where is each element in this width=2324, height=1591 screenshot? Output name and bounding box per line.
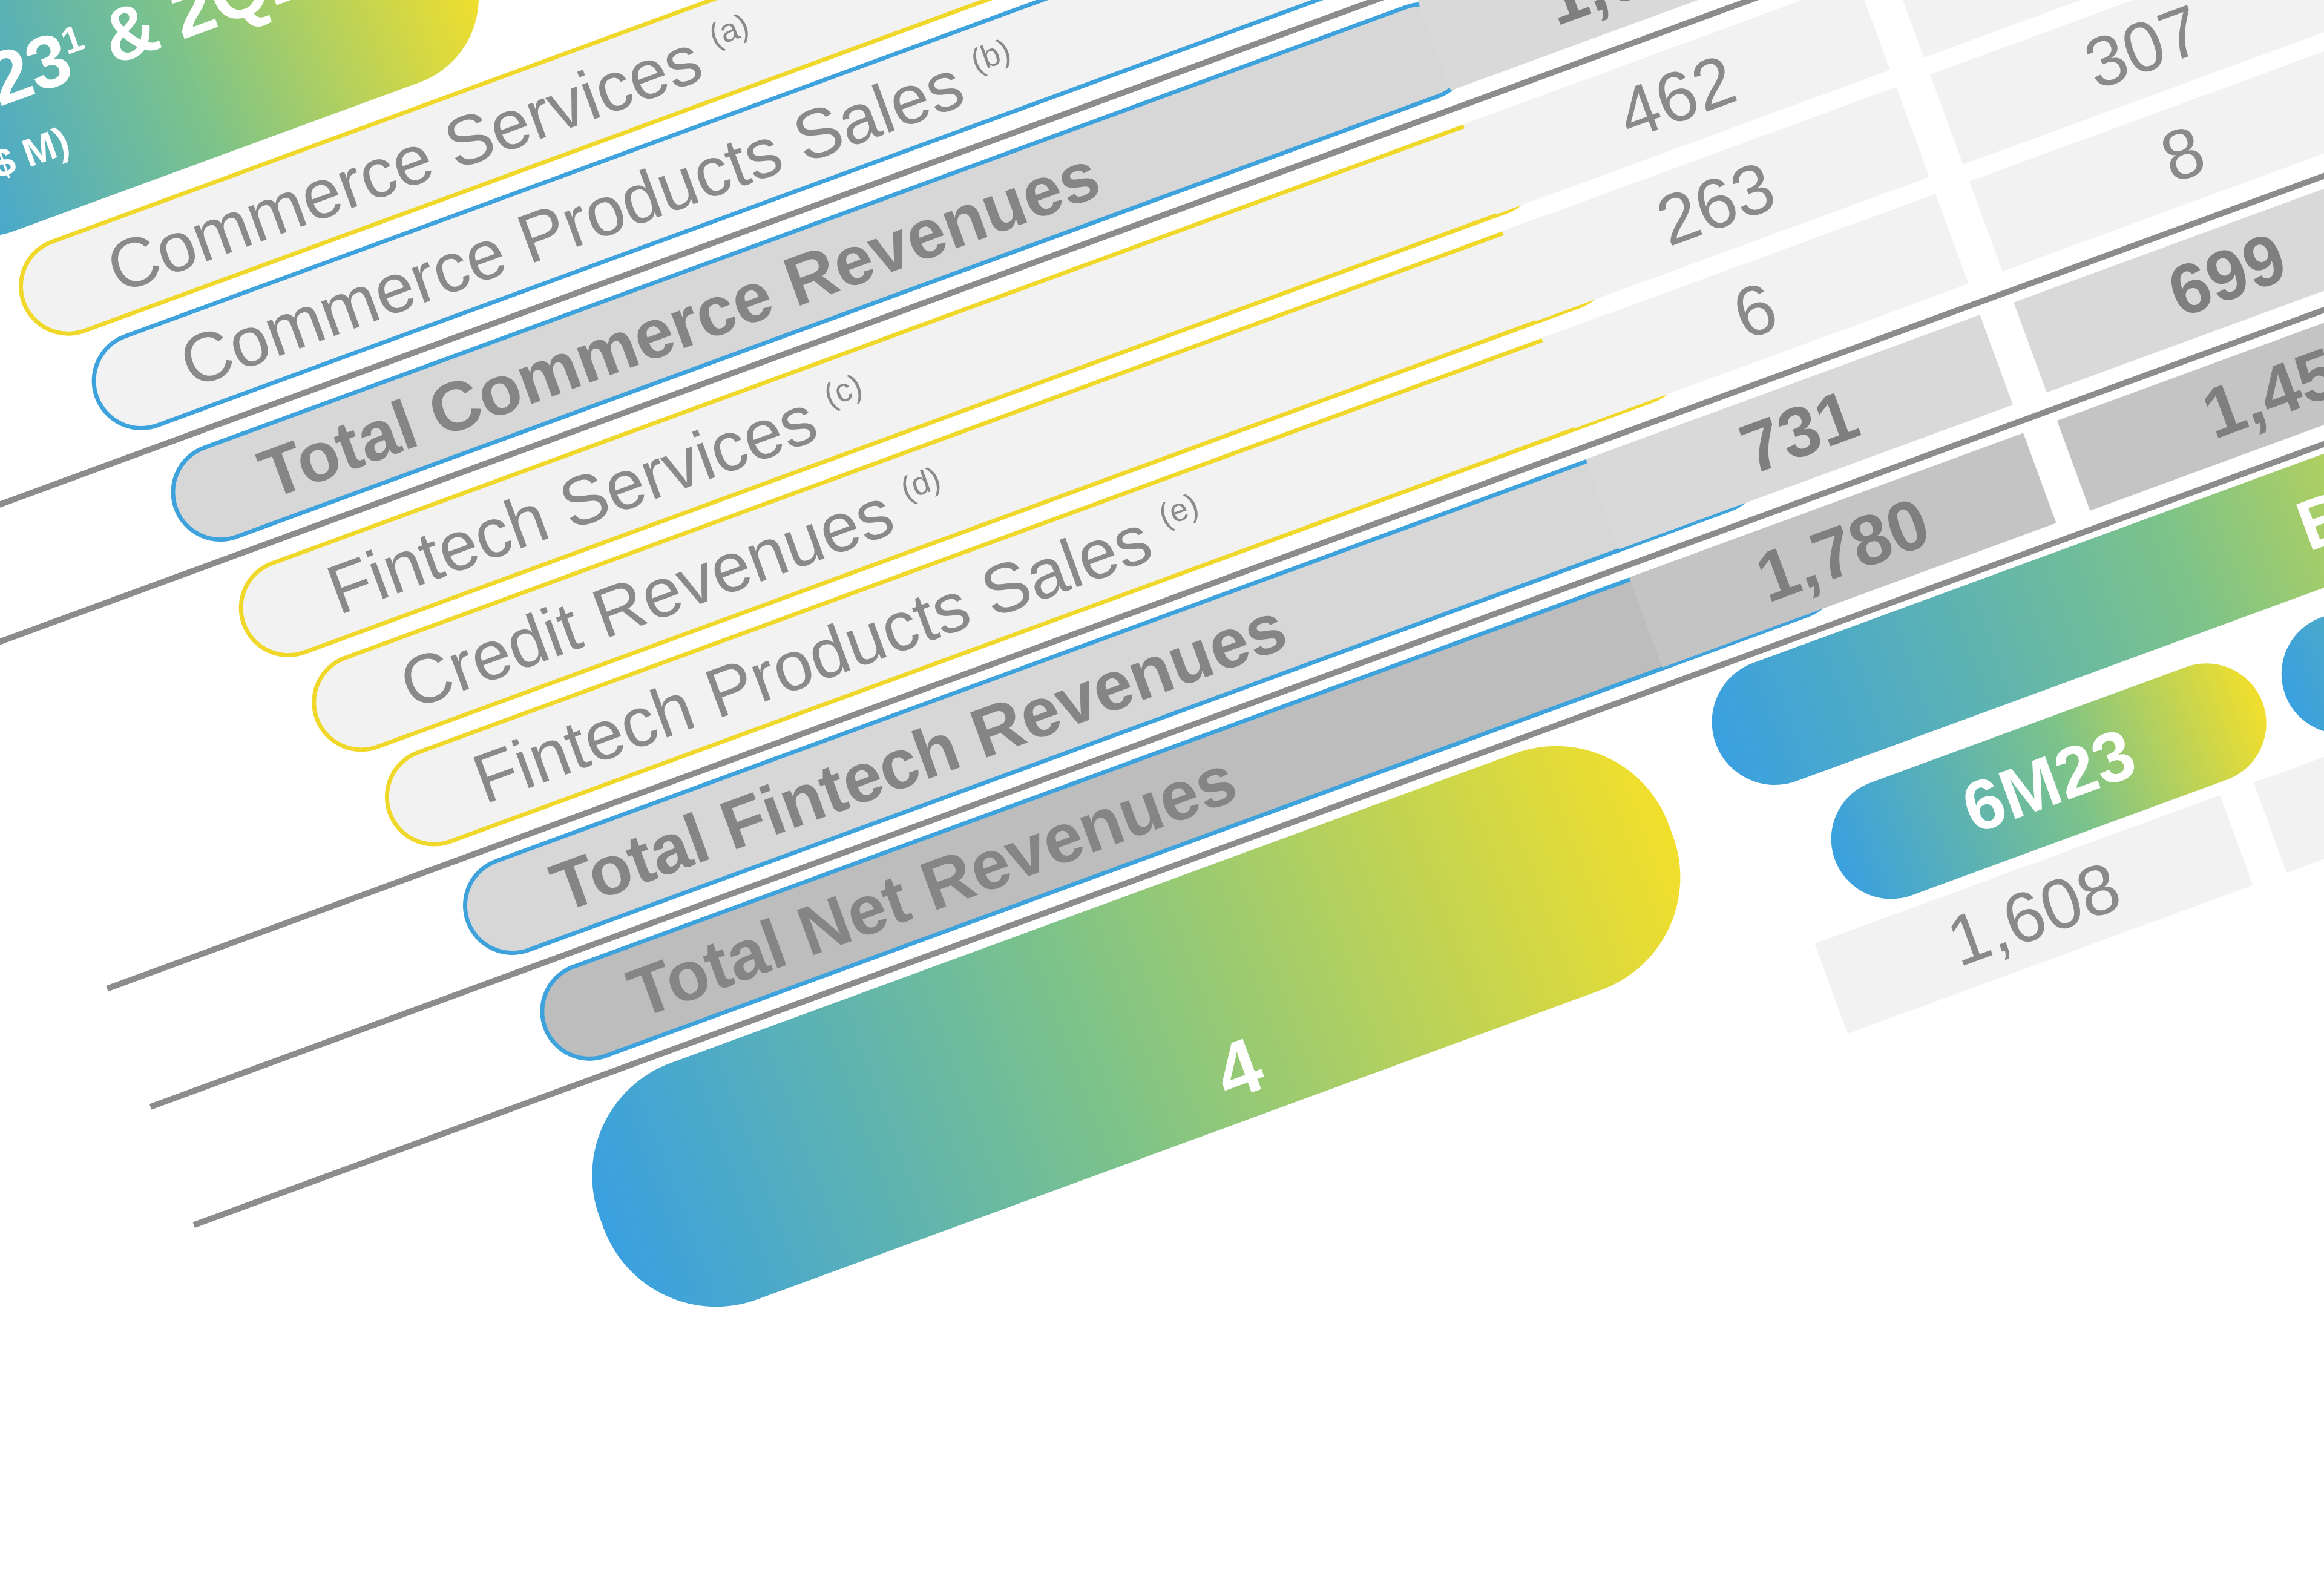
revenue-table-canvas: 2Q231 & 2Q222 (US$ M) Commerce Services(…: [0, 0, 2324, 1341]
header-subtitle: (US$ M): [0, 117, 75, 211]
footer-partial-label: 4: [1203, 1020, 1275, 1118]
